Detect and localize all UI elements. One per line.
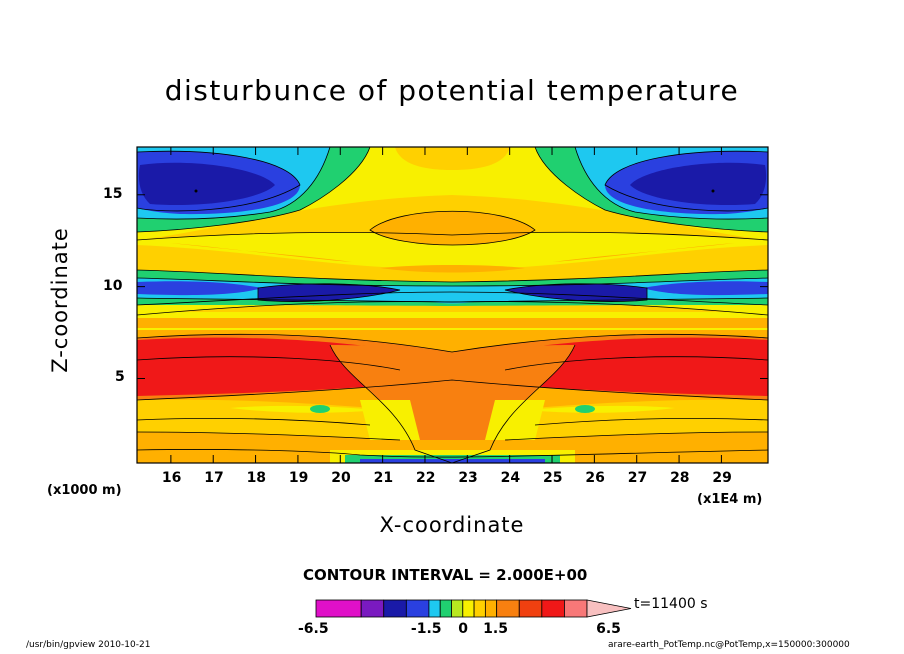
colorbar-segment [462,599,475,618]
x-unit-left: (x1000 m) [47,483,122,498]
x-unit-right: (x1E4 m) [697,492,763,507]
colorbar-segment [541,599,565,618]
x-tick-label: 16 [161,470,182,486]
colorbar-segment [484,599,498,618]
x-tick-label: 28 [670,470,690,486]
x-tick-label: 25 [543,470,563,486]
colorbar-segment [383,599,407,618]
x-tick-label: 20 [331,470,351,486]
x-axis-ticks [170,147,722,463]
colorbar-label: -6.5 [298,621,329,637]
footer-left: /usr/bin/gpview 2010-10-21 [26,640,151,650]
colorbar-arrow [586,599,632,618]
x-tick-label: 24 [500,470,521,486]
colorbar-segment [405,599,430,618]
x-axis-label: X-coordinate [379,513,525,537]
colorbar-label: 0 [458,621,469,637]
y-tick-label: 10 [103,277,123,294]
plot-frame [136,146,769,464]
colorbar-segment [518,599,543,618]
y-axis-ticks [137,194,768,379]
x-tick-label: 21 [373,470,394,486]
footer-right: arare-earth_PotTemp.nc@PotTemp,x=150000:… [608,640,850,650]
colorbar-segment [451,599,464,618]
y-axis-label: Z-coordinate [48,227,72,373]
colorbar-segment [360,599,385,618]
colorbar-segment [315,599,362,618]
x-tick-label: 19 [288,470,309,486]
x-tick-label: 27 [627,470,648,486]
x-tick-label: 17 [204,470,224,486]
colorbar-label: 6.5 [596,621,621,637]
colorbar [315,599,632,618]
x-tick-label: 23 [458,470,478,486]
x-tick-label: 18 [246,470,267,486]
y-tick-label: 15 [103,185,123,202]
colorbar-segment [473,599,486,618]
x-tick-label: 22 [415,470,436,486]
contour-field [137,147,768,463]
colorbar-label: -1.5 [410,621,442,637]
x-tick-label: 29 [712,470,732,486]
colorbar-segment [439,599,452,618]
time-label: t=11400 s [634,596,708,612]
colorbar-segment [428,599,441,618]
chart-title: disturbunce of potential temperature [164,74,740,107]
colorbar-label: 1.5 [483,621,508,637]
colorbar-segment [496,599,520,618]
contour-interval-label: CONTOUR INTERVAL = 2.000E+00 [303,566,588,584]
x-tick-label: 26 [585,470,605,486]
y-tick-label: 5 [115,369,125,386]
colorbar-segment [564,599,588,618]
